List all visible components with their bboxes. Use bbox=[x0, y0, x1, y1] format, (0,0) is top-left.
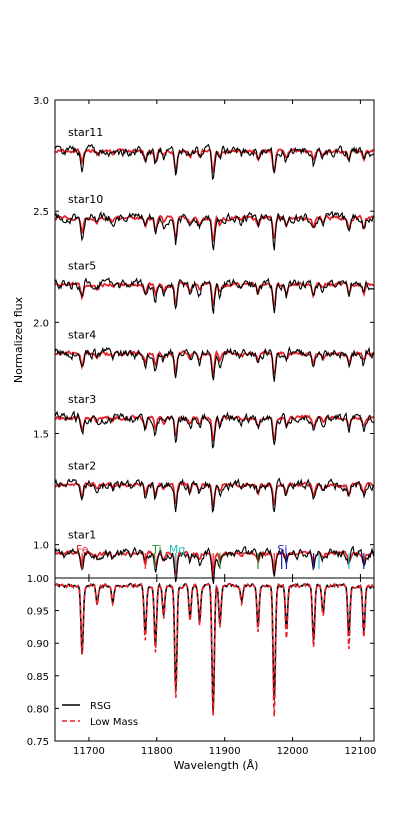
star-label: star4 bbox=[68, 328, 96, 341]
template-spectra-panel: 0.75 0.80 0.85 0.90 0.95 1.00 11700 11800 11900 1… bbox=[27, 574, 377, 757]
star-label: star3 bbox=[68, 393, 96, 406]
element-label: Ti bbox=[151, 543, 161, 556]
observed-spectrum-line bbox=[54, 345, 375, 382]
star-label: star11 bbox=[68, 126, 103, 139]
x-tick-label: 11900 bbox=[209, 746, 241, 757]
bottom-axes-frame bbox=[54, 577, 375, 742]
y-tick-label: 3.0 bbox=[33, 96, 49, 107]
y-tick-label: 1.5 bbox=[33, 429, 49, 440]
y-tick-label: 0.75 bbox=[27, 737, 49, 748]
star-label: star2 bbox=[68, 460, 96, 473]
y-tick-label: 1.00 bbox=[27, 574, 49, 585]
element-label: Si bbox=[277, 543, 287, 556]
element-label: Mg bbox=[169, 543, 185, 556]
low-mass-line bbox=[54, 582, 375, 717]
observed-spectrum-line bbox=[54, 143, 375, 181]
x-tick-label: 11700 bbox=[73, 746, 105, 757]
observed-spectrum-line bbox=[54, 210, 375, 251]
y-tick-label: 1.0 bbox=[33, 541, 49, 552]
y-tick-label: 0.90 bbox=[27, 639, 49, 650]
star-label: star10 bbox=[68, 193, 103, 206]
star-label: star5 bbox=[68, 260, 96, 273]
y-tick-label: 0.95 bbox=[27, 607, 49, 618]
x-axis-label: Wavelength (Å) bbox=[174, 759, 259, 772]
y-tick-label: 0.80 bbox=[27, 704, 49, 715]
legend-label-rsg: RSG bbox=[90, 701, 111, 712]
element-label: Fe bbox=[76, 543, 89, 556]
x-tick-label: 11800 bbox=[141, 746, 173, 757]
x-tick-label: 12000 bbox=[277, 746, 309, 757]
y-axis-label: Normalized flux bbox=[12, 296, 25, 383]
legend: RSG Low Mass bbox=[62, 701, 138, 728]
observed-spectrum-line bbox=[54, 277, 375, 314]
observed-spectrum-line bbox=[54, 545, 375, 584]
legend-label-low-mass: Low Mass bbox=[90, 717, 138, 728]
y-tick-label: 0.85 bbox=[27, 672, 49, 683]
y-tick-label: 2.5 bbox=[33, 207, 49, 218]
observed-spectrum-line bbox=[54, 410, 375, 449]
x-tick-label: 12100 bbox=[345, 746, 377, 757]
y-tick-label: 2.0 bbox=[33, 318, 49, 329]
stellar-spectra-panel: star1 star2 star3 star4 star5 star10 star11 Fe T… bbox=[33, 96, 375, 584]
star-label: star1 bbox=[68, 529, 96, 542]
observed-spectrum-line bbox=[54, 477, 375, 514]
